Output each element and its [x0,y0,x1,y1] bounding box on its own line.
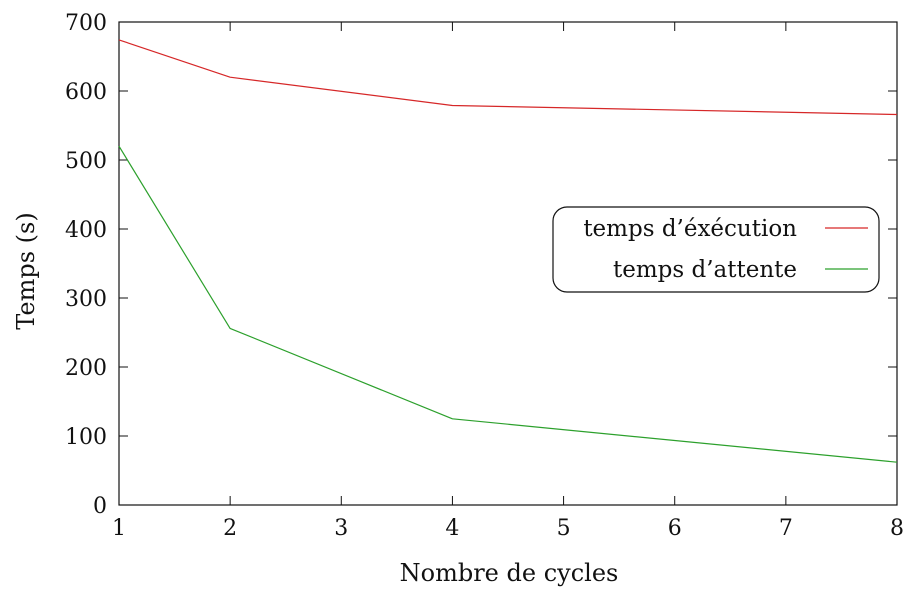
legend-label: temps d’attente [613,257,797,283]
series-line-2 [119,146,897,462]
x-tick-label: 1 [112,516,126,541]
x-tick-label: 2 [223,516,237,541]
y-tick-label: 500 [65,149,107,174]
y-tick-label: 300 [65,287,107,312]
legend: temps d’éxécution temps d’attente [553,207,879,292]
x-axis-title: Nombre de cycles [400,559,619,587]
x-tick-label: 5 [557,516,571,541]
y-tick-label: 600 [65,80,107,105]
series-line-1 [119,40,897,115]
legend-label: temps d’éxécution [583,216,797,242]
labels-layer: Nombre de cycles Temps (s) [12,212,618,587]
y-axis-title: Temps (s) [12,212,40,329]
y-tick-label: 700 [65,11,107,36]
y-tick-label: 200 [65,356,107,381]
x-tick-label: 8 [890,516,904,541]
y-tick-label: 0 [93,494,107,519]
x-tick-label: 3 [334,516,348,541]
y-tick-label: 100 [65,425,107,450]
y-tick-label: 400 [65,218,107,243]
x-tick-label: 6 [668,516,682,541]
x-tick-label: 4 [445,516,459,541]
x-tick-label: 7 [779,516,793,541]
